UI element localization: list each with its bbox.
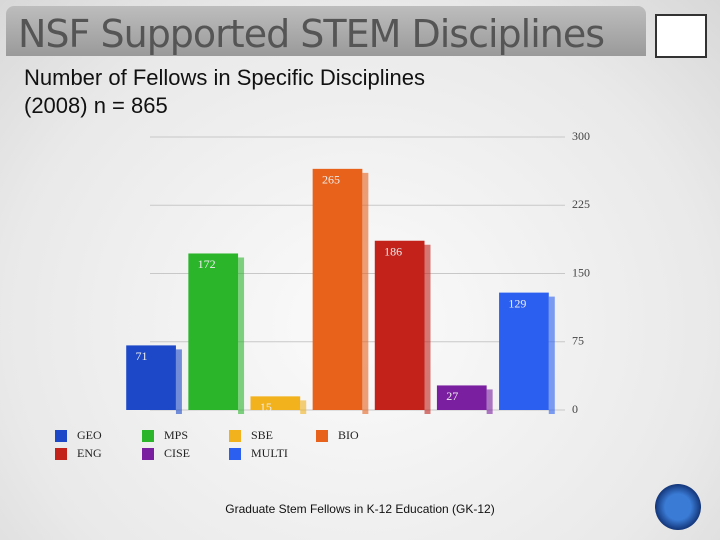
data-label: 71 xyxy=(136,349,148,363)
legend-label: MPS xyxy=(164,428,188,442)
y-tick-label: 150 xyxy=(572,265,590,279)
legend-swatch xyxy=(142,430,154,442)
y-tick-label: 225 xyxy=(572,197,590,211)
data-label: 265 xyxy=(322,173,340,187)
y-tick-label: 75 xyxy=(572,334,584,348)
legend-swatch xyxy=(55,448,67,460)
bar xyxy=(126,345,176,410)
title-bar xyxy=(6,6,646,56)
bar-side xyxy=(238,257,245,414)
legend-swatch xyxy=(142,448,154,460)
data-label: 27 xyxy=(446,389,458,403)
chart-title: NSF Supported STEM Disciplines xyxy=(18,12,605,56)
legend-swatch xyxy=(55,430,67,442)
data-label: 15 xyxy=(260,400,272,414)
logo xyxy=(655,14,707,58)
legend-label: GEO xyxy=(77,428,102,442)
legend-label: CISE xyxy=(164,446,190,460)
bar xyxy=(499,292,549,410)
bar-side xyxy=(548,296,555,414)
legend-swatch xyxy=(316,430,328,442)
legend-swatch xyxy=(229,430,241,442)
bar-side xyxy=(300,400,307,414)
bar xyxy=(374,240,425,410)
bar-side xyxy=(175,349,182,414)
nsf-logo xyxy=(655,484,701,530)
data-label: 186 xyxy=(384,244,402,258)
bar-side xyxy=(362,172,369,414)
bar-side xyxy=(486,389,493,414)
bar xyxy=(436,385,487,410)
footer: Graduate Stem Fellows in K-12 Education … xyxy=(225,502,495,516)
legend-label: ENG xyxy=(77,446,102,460)
y-tick-label: 300 xyxy=(572,129,590,143)
y-tick-label: 0 xyxy=(572,402,578,416)
bar xyxy=(250,396,301,410)
legend-label: MULTI xyxy=(251,446,288,460)
data-label: 129 xyxy=(508,296,526,310)
bar xyxy=(312,168,363,410)
bar xyxy=(188,253,239,410)
legend-swatch xyxy=(229,448,241,460)
legend-label: SBE xyxy=(251,428,273,442)
chart-subtitle: Number of Fellows in Specific Discipline… xyxy=(24,65,426,118)
data-label: 172 xyxy=(198,257,216,271)
legend-label: BIO xyxy=(338,428,359,442)
bar-side xyxy=(424,244,431,414)
